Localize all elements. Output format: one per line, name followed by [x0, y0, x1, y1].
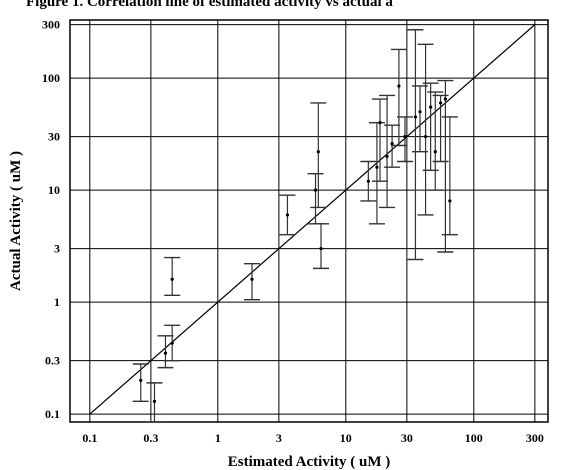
- data-point: [448, 199, 452, 203]
- data-point: [152, 399, 157, 403]
- data-point: [385, 154, 389, 158]
- data-point: [163, 351, 168, 355]
- data-point: [366, 179, 370, 183]
- x-tick-label: 1: [215, 431, 221, 445]
- data-point: [397, 84, 401, 88]
- y-tick-label: 0.3: [45, 354, 60, 368]
- y-tick-label: 10: [48, 183, 60, 197]
- data-point: [170, 277, 174, 281]
- data-point: [139, 378, 143, 382]
- data-point: [429, 105, 433, 109]
- data-point: [250, 277, 254, 281]
- correlation-line: [89, 24, 536, 415]
- x-tick-label: 3: [276, 431, 282, 445]
- data-points: [139, 84, 452, 403]
- data-point: [313, 188, 318, 192]
- data-point: [375, 165, 379, 169]
- y-tick-label: 300: [42, 18, 60, 32]
- data-point: [378, 121, 382, 125]
- y-axis-label: Actual Activity ( uM ): [8, 151, 24, 291]
- error-bars: [132, 29, 458, 423]
- tick-labels: 0.1 0.3 1 3 10 30 100 300 0.1 0.3 1 3 10 30 100 300: [42, 18, 544, 445]
- x-tick-label: 0.1: [82, 431, 97, 445]
- x-tick-label: 10: [340, 431, 352, 445]
- y-tick-label: 0.1: [45, 407, 60, 421]
- data-point: [390, 142, 394, 146]
- y-tick-label: 100: [42, 71, 60, 85]
- grid: [70, 20, 548, 422]
- data-point: [170, 341, 174, 345]
- x-tick-label: 300: [526, 431, 544, 445]
- y-tick-label: 30: [48, 130, 60, 144]
- data-point: [285, 213, 290, 217]
- plot-frame: [69, 19, 549, 423]
- data-point: [433, 150, 437, 154]
- x-tick-label: 100: [465, 431, 483, 445]
- figure-title: Figure 1. Correlation line of estimated …: [26, 0, 393, 10]
- y-tick-label: 1: [54, 295, 60, 309]
- data-point: [413, 115, 418, 119]
- x-tick-label: 30: [401, 431, 413, 445]
- y-tick-label: 3: [54, 242, 60, 256]
- data-point: [418, 110, 422, 114]
- data-point: [319, 247, 323, 251]
- data-point: [403, 135, 407, 139]
- data-point: [438, 101, 443, 105]
- data-point: [443, 97, 447, 101]
- data-point: [423, 135, 428, 139]
- data-point: [316, 150, 320, 154]
- x-axis-label: Estimated Activity ( uM ): [228, 454, 390, 470]
- x-tick-label: 0.3: [143, 431, 158, 445]
